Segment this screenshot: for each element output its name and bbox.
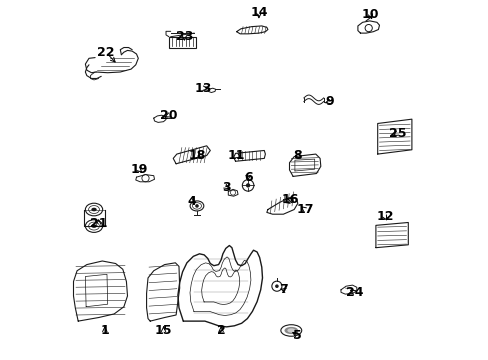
Text: 3: 3 (222, 181, 230, 194)
Text: 21: 21 (90, 217, 107, 230)
Circle shape (245, 183, 250, 188)
Text: 25: 25 (388, 127, 406, 140)
Text: 1: 1 (100, 324, 109, 337)
Bar (168, 37, 196, 48)
Text: 16: 16 (281, 193, 299, 206)
Text: 18: 18 (188, 149, 205, 162)
Text: 7: 7 (279, 283, 287, 296)
Text: 13: 13 (194, 82, 211, 95)
Text: 19: 19 (130, 163, 148, 176)
Text: 17: 17 (296, 203, 313, 216)
Text: 20: 20 (160, 109, 177, 122)
Text: 5: 5 (293, 329, 302, 342)
Text: 23: 23 (175, 30, 193, 42)
Text: 15: 15 (154, 324, 172, 337)
Text: 9: 9 (325, 95, 334, 108)
Text: 4: 4 (187, 195, 196, 208)
Text: 6: 6 (244, 171, 252, 184)
Ellipse shape (195, 204, 199, 208)
Text: 10: 10 (361, 8, 379, 21)
Text: 2: 2 (216, 324, 225, 337)
Text: 8: 8 (293, 149, 302, 162)
Ellipse shape (91, 208, 97, 211)
Circle shape (275, 284, 278, 288)
Ellipse shape (91, 224, 97, 228)
Text: 11: 11 (227, 149, 245, 162)
Text: 22: 22 (97, 46, 114, 59)
Text: 14: 14 (250, 6, 267, 19)
Ellipse shape (284, 327, 298, 334)
Ellipse shape (287, 328, 295, 333)
Text: 24: 24 (345, 286, 362, 299)
Text: 12: 12 (375, 210, 393, 223)
